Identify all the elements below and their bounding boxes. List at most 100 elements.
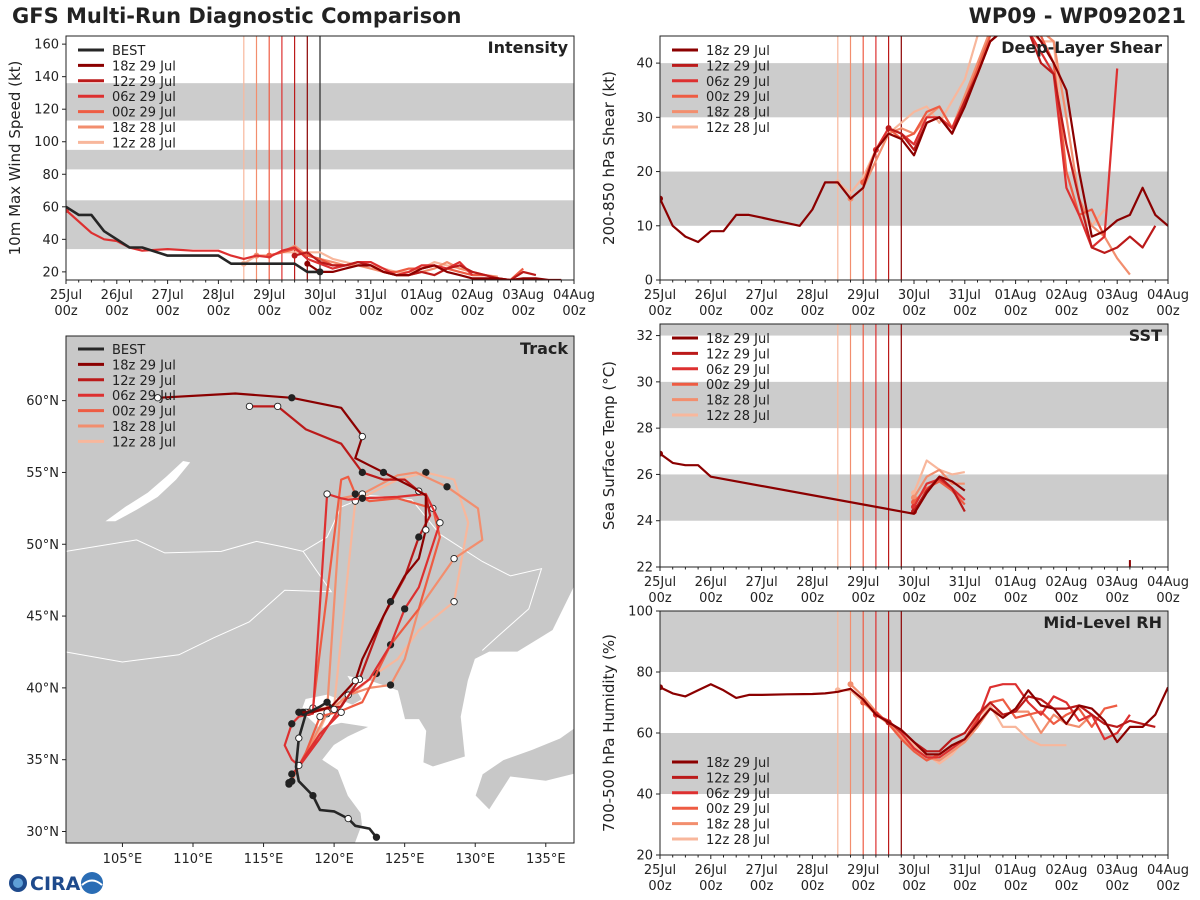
- legend-entry: 18z 28 Jul: [706, 818, 770, 833]
- x-tick-label: 26Jul: [695, 575, 727, 590]
- y-tick-label: 100: [628, 605, 653, 620]
- x-tick-label: 00z: [54, 304, 78, 319]
- legend-entry: 00z 29 Jul: [706, 378, 770, 393]
- track-line-18z-29-jul: [157, 392, 427, 714]
- legend-entry: 06z 29 Jul: [706, 75, 770, 90]
- y-tick-label: 80: [636, 666, 653, 681]
- x-tick-label: 00z: [1156, 879, 1180, 894]
- x-tick-label: 00z: [1004, 879, 1028, 894]
- x-tick-label: 00z: [648, 304, 672, 319]
- track-point-marker: [295, 734, 303, 742]
- x-tick-label: 01Aug: [995, 575, 1037, 590]
- y-tick-label: 140: [34, 70, 59, 85]
- legend-entry: 00z 29 Jul: [112, 405, 176, 420]
- track-point-marker: [351, 677, 359, 685]
- track-point-marker: [436, 519, 444, 527]
- x-tick-label: 01Aug: [995, 288, 1037, 303]
- y-tick-label: 32: [636, 329, 653, 344]
- x-tick-label: 27Jul: [745, 288, 777, 303]
- x-tick-label: 00z: [648, 879, 672, 894]
- x-tick-label: 00z: [512, 304, 536, 319]
- legend-entry: 00z 29 Jul: [112, 106, 176, 121]
- y-tick-label: 60: [636, 727, 653, 742]
- y-tick-label: 30: [636, 375, 653, 390]
- legend-entry: 12z 29 Jul: [706, 347, 770, 362]
- x-tick-label: 03Aug: [502, 288, 544, 303]
- panel-title: Intensity: [488, 38, 569, 57]
- x-tick-label: 130°E: [455, 852, 495, 867]
- x-tick-label: 120°E: [314, 852, 354, 867]
- x-tick-label: 29Jul: [847, 575, 879, 590]
- x-tick-label: 28Jul: [796, 288, 828, 303]
- x-tick-label: 31Jul: [949, 288, 981, 303]
- x-tick-label: 26Jul: [695, 288, 727, 303]
- x-tick-label: 30Jul: [898, 863, 930, 878]
- run-start-marker: [660, 450, 663, 457]
- series-line-06z-29-jul: [875, 683, 1131, 759]
- y-tick-label: 26: [636, 468, 653, 483]
- series-line-18z-28-jul: [256, 244, 498, 278]
- track-point-marker: [358, 468, 366, 477]
- track-point-marker: [358, 494, 366, 502]
- x-tick-label: 00z: [801, 879, 825, 894]
- x-tick-label: 00z: [648, 591, 672, 606]
- shear-panel: 01020304025Jul00z26Jul00z27Jul00z28Jul00…: [600, 35, 1189, 319]
- track-point-marker: [358, 432, 366, 441]
- japan-landmass: [474, 727, 574, 811]
- x-tick-label: 00z: [801, 591, 825, 606]
- run-start-marker: [660, 195, 663, 202]
- x-tick-label: 31Jul: [949, 575, 981, 590]
- series-line-18z-29-jul: [660, 452, 966, 515]
- track-point-marker: [344, 814, 352, 823]
- x-tick-label: 00z: [1004, 304, 1028, 319]
- panel-title: SST: [1129, 326, 1162, 345]
- series-line-06z-29-jul: [913, 478, 966, 508]
- legend-entry: 06z 29 Jul: [112, 389, 176, 404]
- track-point-marker: [443, 483, 451, 491]
- track-point-marker: [337, 708, 345, 716]
- legend-entry: 18z 29 Jul: [112, 59, 176, 74]
- x-tick-label: 25Jul: [644, 575, 676, 590]
- x-tick-label: 00z: [699, 879, 723, 894]
- lake-baikal: [105, 461, 191, 522]
- y-tick-label: 20: [42, 265, 59, 280]
- x-tick-label: 02Aug: [1045, 863, 1087, 878]
- legend-entry: 06z 29 Jul: [112, 90, 176, 105]
- legend-entry: 12z 28 Jul: [112, 136, 176, 151]
- legend-entry: 12z 29 Jul: [112, 374, 176, 389]
- y-tick-label: 50°N: [26, 538, 59, 553]
- x-tick-label: 00z: [1156, 304, 1180, 319]
- y-tick-label: 55°N: [26, 466, 59, 481]
- legend-entry: 12z 29 Jul: [706, 771, 770, 786]
- series-line-18z-29-jul: [660, 36, 1168, 244]
- x-tick-label: 02Aug: [1045, 288, 1087, 303]
- x-tick-label: 03Aug: [1096, 575, 1138, 590]
- legend-entry: 00z 29 Jul: [706, 90, 770, 105]
- track-point-marker: [372, 833, 381, 841]
- page-title: GFS Multi-Run Diagnostic Comparison: [12, 4, 462, 28]
- shaded-band: [660, 381, 1168, 429]
- x-tick-label: 00z: [953, 879, 977, 894]
- shaded-band: [660, 171, 1168, 226]
- legend-entry: 06z 29 Jul: [706, 787, 770, 802]
- x-tick-label: 00z: [852, 591, 876, 606]
- legend-entry: 18z 29 Jul: [706, 332, 770, 347]
- x-tick-label: 00z: [410, 304, 434, 319]
- y-tick-label: 40: [636, 788, 653, 803]
- x-tick-label: 00z: [1106, 304, 1130, 319]
- x-tick-label: 27Jul: [745, 863, 777, 878]
- legend-entry: 12z 28 Jul: [112, 435, 176, 450]
- y-tick-label: 20: [636, 849, 653, 864]
- legend-entry: 18z 29 Jul: [112, 358, 176, 373]
- run-start-marker: [291, 252, 298, 259]
- x-tick-label: 01Aug: [995, 863, 1037, 878]
- y-axis-label: 10m Max Wind Speed (kt): [6, 61, 24, 256]
- y-tick-label: 30°N: [26, 825, 59, 840]
- x-tick-label: 28Jul: [796, 863, 828, 878]
- track-line-00z-29-jul: [290, 475, 441, 782]
- cira-logo-icon: CIRA: [9, 872, 103, 895]
- x-tick-label: 02Aug: [451, 288, 493, 303]
- x-tick-label: 00z: [207, 304, 231, 319]
- x-tick-label: 04Aug: [1147, 575, 1189, 590]
- x-tick-label: 00z: [953, 304, 977, 319]
